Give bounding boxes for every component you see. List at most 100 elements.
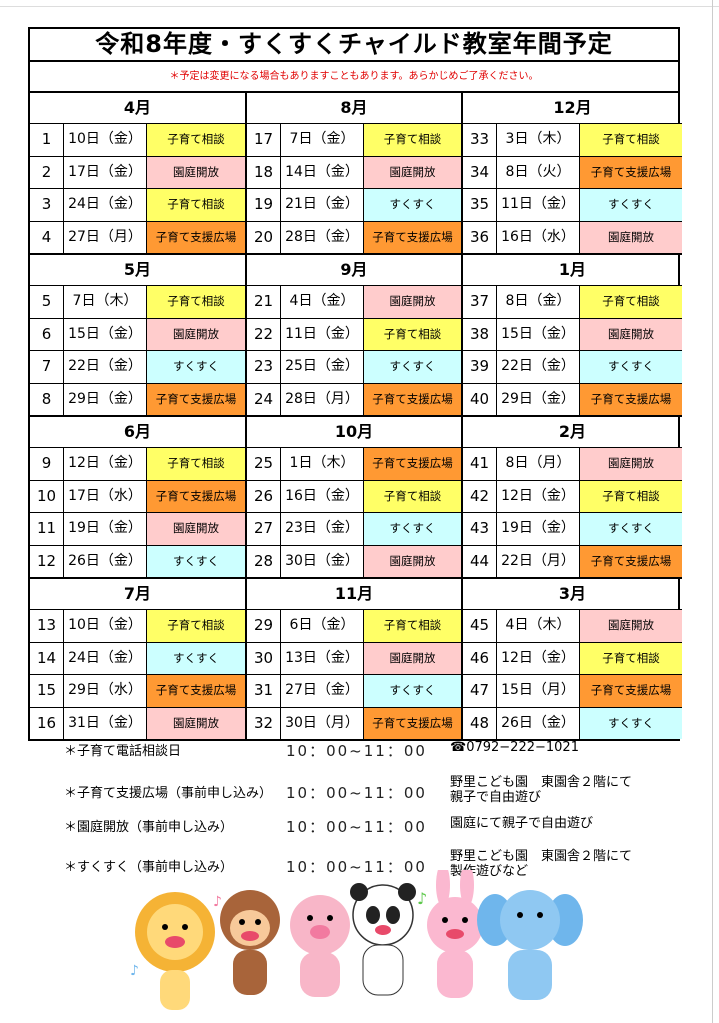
event-type: 園庭開放 — [580, 221, 682, 253]
table-row: 10 17日（水） 子育て支援広場 — [30, 480, 245, 513]
event-type: 子育て相談 — [147, 286, 245, 318]
table-row: 13 10日（金） 子育て相談 — [30, 610, 245, 643]
month-block: 6月 9 12日（金） 子育て相談 10 17日（水） 子育て支援広場 11 19日（金） 園庭開… — [30, 415, 245, 577]
table-row: 20 28日（金） 子育て支援広場 — [247, 221, 461, 253]
session-number: 30 — [247, 642, 281, 674]
session-number: 46 — [463, 642, 497, 674]
table-row: 30 13日（金） 園庭開放 — [247, 642, 461, 675]
table-row: 25 1日（木） 子育て支援広場 — [247, 448, 461, 481]
session-date: 10日（金） — [64, 610, 147, 642]
session-date: 16日（水） — [497, 221, 580, 253]
session-date: 22日（金） — [497, 351, 580, 383]
event-type: 子育て相談 — [580, 286, 682, 318]
event-type: すくすく — [364, 513, 461, 545]
session-date: 7日（木） — [64, 286, 147, 318]
music-note-icon: ♪ — [417, 889, 427, 908]
event-type: 園庭開放 — [364, 156, 461, 188]
table-row: 40 29日（金） 子育て支援広場 — [463, 383, 682, 415]
table-row: 1 10日（金） 子育て相談 — [30, 124, 245, 157]
month-block: 10月 25 1日（木） 子育て支援広場 26 16日（金） 子育て相談 27 23日（金） すく… — [247, 415, 461, 577]
event-type: 子育て相談 — [364, 318, 461, 350]
legend-time: 10：00~11：00 — [286, 784, 427, 802]
table-row: 23 25日（金） すくすく — [247, 351, 461, 384]
table-row: 19 21日（金） すくすく — [247, 189, 461, 222]
table-row: 27 23日（金） すくすく — [247, 513, 461, 546]
event-type: 子育て相談 — [364, 480, 461, 512]
page-title: 令和8年度・すくすくチャイルド教室年間予定 — [30, 29, 678, 62]
session-number: 9 — [30, 448, 64, 480]
table-row: 36 16日（水） 園庭開放 — [463, 221, 682, 253]
session-date: 1日（木） — [281, 448, 364, 480]
month-block: 11月 29 6日（金） 子育て相談 30 13日（金） 園庭開放 31 27日（金） すくすく 3… — [247, 577, 461, 739]
event-type: すくすく — [580, 707, 682, 739]
table-row: 28 30日（金） 園庭開放 — [247, 545, 461, 577]
month-block: 3月 45 4日（木） 園庭開放 46 12日（金） 子育て相談 47 15日（月） 子育て支援広… — [463, 577, 682, 739]
session-date: 19日（金） — [64, 513, 147, 545]
table-row: 21 4日（金） 園庭開放 — [247, 286, 461, 319]
session-date: 16日（金） — [281, 480, 364, 512]
event-type: 子育て相談 — [580, 480, 682, 512]
pig-icon — [290, 895, 350, 997]
event-type: 子育て相談 — [147, 124, 245, 156]
session-date: 29日（水） — [64, 675, 147, 707]
music-note-icon: ♪ — [213, 894, 222, 910]
session-date: 26日（金） — [497, 707, 580, 739]
session-number: 36 — [463, 221, 497, 253]
session-date: 31日（金） — [64, 707, 147, 739]
table-row: 7 22日（金） すくすく — [30, 351, 245, 384]
event-type: 園庭開放 — [364, 545, 461, 577]
event-type: 園庭開放 — [147, 156, 245, 188]
table-row: 34 8日（火） 子育て支援広場 — [463, 156, 682, 189]
table-row: 29 6日（金） 子育て相談 — [247, 610, 461, 643]
session-date: 29日（金） — [497, 383, 580, 415]
event-type: 子育て相談 — [147, 610, 245, 642]
schedule-note: ＊予定は変更になる場合もありますこともあります。あらかじめご了承ください。 — [30, 62, 678, 93]
animal-illustration: ♪ ♪ ♪ — [130, 870, 583, 1010]
table-row: 9 12日（金） 子育て相談 — [30, 448, 245, 481]
legend-name: ＊子育て支援広場（事前申し込み） — [64, 786, 273, 801]
table-row: 6 15日（金） 園庭開放 — [30, 318, 245, 351]
session-number: 25 — [247, 448, 281, 480]
panda-icon — [350, 883, 416, 996]
month-header: 5月 — [30, 253, 245, 286]
session-number: 11 — [30, 513, 64, 545]
session-number: 12 — [30, 545, 64, 577]
session-number: 4 — [30, 221, 64, 253]
event-type: すくすく — [580, 513, 682, 545]
event-type: 園庭開放 — [580, 610, 682, 642]
session-date: 3日（木） — [497, 124, 580, 156]
table-row: 14 24日（金） すくすく — [30, 642, 245, 675]
event-type: 園庭開放 — [580, 448, 682, 480]
session-date: 4日（木） — [497, 610, 580, 642]
session-number: 47 — [463, 675, 497, 707]
session-number: 14 — [30, 642, 64, 674]
session-number: 48 — [463, 707, 497, 739]
legend-description: 園庭にて親子で自由遊び — [450, 816, 594, 831]
rabbit-icon — [427, 870, 483, 998]
session-number: 22 — [247, 318, 281, 350]
session-date: 12日（金） — [497, 642, 580, 674]
session-date: 23日（金） — [281, 513, 364, 545]
table-row: 3 24日（金） 子育て相談 — [30, 189, 245, 222]
session-number: 2 — [30, 156, 64, 188]
event-type: すくすく — [364, 675, 461, 707]
month-block: 9月 21 4日（金） 園庭開放 22 11日（金） 子育て相談 23 25日（金） すくすく 24… — [247, 253, 461, 415]
event-type: 子育て支援広場 — [580, 383, 682, 415]
event-type: 子育て支援広場 — [580, 156, 682, 188]
month-header: 11月 — [247, 577, 461, 610]
table-row: 5 7日（木） 子育て相談 — [30, 286, 245, 319]
session-date: 10日（金） — [64, 124, 147, 156]
session-date: 7日（金） — [281, 124, 364, 156]
session-number: 21 — [247, 286, 281, 318]
table-row: 26 16日（金） 子育て相談 — [247, 480, 461, 513]
table-row: 24 28日（月） 子育て支援広場 — [247, 383, 461, 415]
session-number: 23 — [247, 351, 281, 383]
table-row: 32 30日（月） 子育て支援広場 — [247, 707, 461, 739]
table-row: 8 29日（金） 子育て支援広場 — [30, 383, 245, 415]
month-column: 8月 17 7日（金） 子育て相談 18 14日（金） 園庭開放 19 21日（金） すくすく 20… — [245, 93, 461, 739]
event-type: すくすく — [147, 642, 245, 674]
table-row: 2 17日（金） 園庭開放 — [30, 156, 245, 189]
legend-description: ☎0792−222−1021 — [450, 740, 579, 755]
session-number: 42 — [463, 480, 497, 512]
session-date: 14日（金） — [281, 156, 364, 188]
